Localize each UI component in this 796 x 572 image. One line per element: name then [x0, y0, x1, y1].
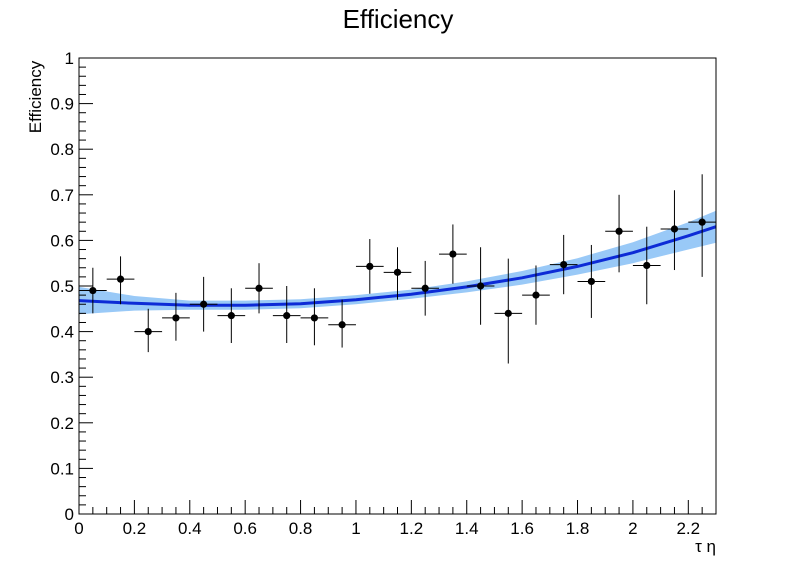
data-marker [698, 218, 706, 226]
y-tick-label: 0 [65, 505, 74, 524]
data-point-13 [411, 260, 440, 316]
x-tick-label: 0.4 [178, 519, 202, 538]
x-tick-label: 1.6 [510, 519, 534, 538]
data-marker [338, 321, 346, 329]
data-marker [172, 314, 180, 322]
data-marker [449, 250, 457, 258]
data-marker [227, 312, 235, 320]
data-point-2 [106, 256, 135, 305]
data-marker [283, 312, 291, 320]
fit-curve [78, 225, 717, 307]
data-point-16 [494, 258, 523, 364]
data-point-19 [577, 244, 606, 318]
y-tick-label: 0.9 [50, 95, 74, 114]
x-axis-title: τ η [695, 537, 716, 556]
x-tick-label: 1.8 [566, 519, 590, 538]
y-tick-label: 0.2 [50, 414, 74, 433]
y-tick-label: 0.6 [50, 231, 74, 250]
data-marker [504, 309, 512, 317]
x-tick-label: 2 [628, 519, 637, 538]
y-tick-label: 0.4 [50, 323, 74, 342]
data-point-7 [245, 263, 273, 314]
data-marker [116, 275, 125, 283]
data-marker [366, 262, 374, 270]
data-marker [310, 314, 319, 322]
data-point-12 [383, 247, 412, 300]
data-marker [255, 284, 263, 292]
y-tick-label: 0.5 [50, 277, 74, 296]
axes: 0 0.1 0.2 0.3 0.4 0.5 0.6 0.7 0.8 0.9 1 0 0.2 0.4 0.6 0… [50, 49, 717, 538]
y-tick-label: 0.7 [50, 186, 74, 205]
x-tick-label: 0.8 [289, 519, 313, 538]
data-point-11 [355, 239, 384, 294]
data-marker [670, 225, 679, 233]
y-tick-label: 0.1 [50, 459, 74, 478]
data-point-9 [300, 288, 329, 346]
x-tick-label: 0.6 [233, 519, 257, 538]
fit-curve-line [78, 225, 717, 307]
data-point-10 [328, 299, 356, 348]
y-axis-title: Efficiency [26, 60, 45, 133]
data-marker [421, 284, 429, 292]
data-marker [615, 227, 623, 235]
data-marker [560, 260, 568, 269]
data-point-3 [134, 308, 163, 353]
data-point-14 [439, 224, 467, 284]
data-marker [200, 300, 208, 308]
data-marker [89, 286, 97, 295]
data-points [79, 174, 716, 364]
y-tick-label: 0.8 [50, 140, 74, 159]
data-marker [144, 328, 152, 336]
data-point-15 [466, 247, 495, 325]
x-tick-label: 2.2 [676, 519, 700, 538]
data-point-5 [189, 276, 218, 332]
data-point-22 [660, 190, 689, 271]
data-marker [587, 277, 595, 286]
x-tick-label: 1 [351, 519, 360, 538]
data-marker [476, 282, 485, 290]
data-point-4 [162, 292, 190, 341]
x-tick-label: 1.2 [400, 519, 424, 538]
data-marker [393, 268, 402, 276]
x-tick-label: 0.2 [123, 519, 147, 538]
data-point-21 [632, 226, 661, 305]
y-tick-label: 0.3 [50, 368, 74, 387]
data-point-23 [688, 174, 716, 277]
data-point-18 [549, 234, 578, 295]
x-tick-label: 0 [74, 519, 83, 538]
y-tick-label: 1 [65, 49, 74, 68]
data-point-8 [272, 286, 301, 343]
data-point-17 [522, 265, 550, 325]
data-point-1 [79, 267, 107, 314]
data-marker [532, 291, 540, 299]
chart-title: Efficiency [343, 4, 454, 34]
data-marker [643, 261, 651, 270]
data-point-20 [605, 194, 633, 273]
x-tick-label: 1.4 [455, 519, 479, 538]
data-point-6 [217, 288, 246, 343]
